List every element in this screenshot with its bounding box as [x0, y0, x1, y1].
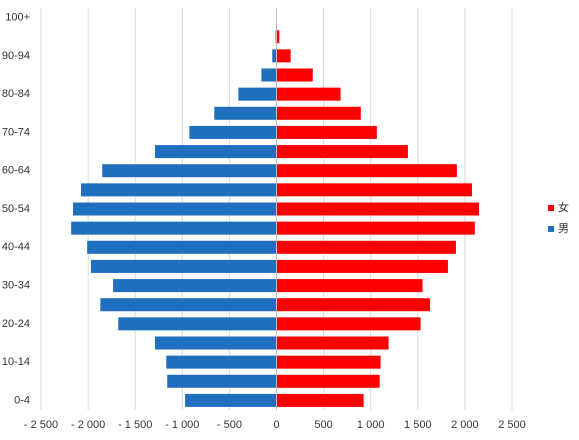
bar — [71, 221, 277, 235]
bar — [261, 68, 277, 82]
legend-swatch — [548, 226, 554, 232]
bar — [118, 317, 277, 331]
x-tick-label: - 2 500 — [24, 419, 58, 431]
bar — [276, 87, 341, 101]
bar — [154, 145, 277, 159]
legend-label: 男 — [558, 223, 569, 235]
x-tick-label: 0 — [273, 419, 279, 431]
x-tick-label: - 2 000 — [71, 419, 105, 431]
x-tick-label: 2 000 — [451, 419, 479, 431]
y-tick-label: 80-84 — [2, 88, 30, 100]
y-tick-label: 50-54 — [2, 203, 30, 215]
bar — [102, 164, 277, 178]
bar — [81, 183, 277, 197]
bar — [276, 68, 313, 82]
y-tick-label: 30-34 — [2, 279, 30, 291]
x-tick-label: - 500 — [217, 419, 242, 431]
x-tick-label: 1 000 — [357, 419, 385, 431]
bar — [113, 279, 277, 293]
bar — [276, 298, 431, 312]
x-tick-label: 500 — [314, 419, 332, 431]
bar — [272, 49, 277, 63]
bar — [276, 221, 475, 235]
bar — [276, 393, 364, 407]
bar — [276, 317, 421, 331]
y-tick-label: 90-94 — [2, 50, 30, 62]
bar — [276, 125, 377, 139]
bar — [276, 259, 448, 273]
y-tick-label: 70-74 — [2, 126, 30, 138]
bar — [276, 336, 389, 350]
bar — [276, 240, 456, 254]
bar — [276, 374, 380, 388]
legend-label: 女 — [558, 200, 569, 214]
bar — [276, 183, 472, 197]
x-tick-label: 1 500 — [404, 419, 432, 431]
bar — [154, 336, 277, 350]
bar — [90, 259, 277, 273]
bar — [189, 125, 277, 139]
bar — [276, 30, 280, 44]
legend-swatch — [548, 205, 554, 211]
bar — [276, 106, 361, 120]
bar — [73, 202, 277, 216]
y-tick-label: 10-14 — [2, 356, 30, 368]
bar — [276, 49, 291, 63]
bar — [167, 374, 277, 388]
y-tick-label: 100+ — [5, 11, 30, 23]
bar — [276, 145, 408, 159]
bar — [185, 393, 277, 407]
y-tick-label: 60-64 — [2, 165, 30, 177]
bar — [276, 164, 457, 178]
bar — [87, 240, 277, 254]
bar — [276, 355, 381, 369]
bar — [276, 279, 423, 293]
y-tick-label: 0-4 — [14, 394, 30, 406]
y-tick-label: 40-44 — [2, 241, 30, 253]
bar — [238, 87, 277, 101]
x-tick-label: 2 500 — [498, 419, 526, 431]
x-tick-label: - 1 500 — [118, 419, 152, 431]
bar — [166, 355, 277, 369]
bar — [100, 298, 277, 312]
x-tick-label: - 1 000 — [165, 419, 199, 431]
bar — [276, 202, 480, 216]
y-tick-label: 20-24 — [2, 318, 30, 330]
bar — [214, 106, 277, 120]
